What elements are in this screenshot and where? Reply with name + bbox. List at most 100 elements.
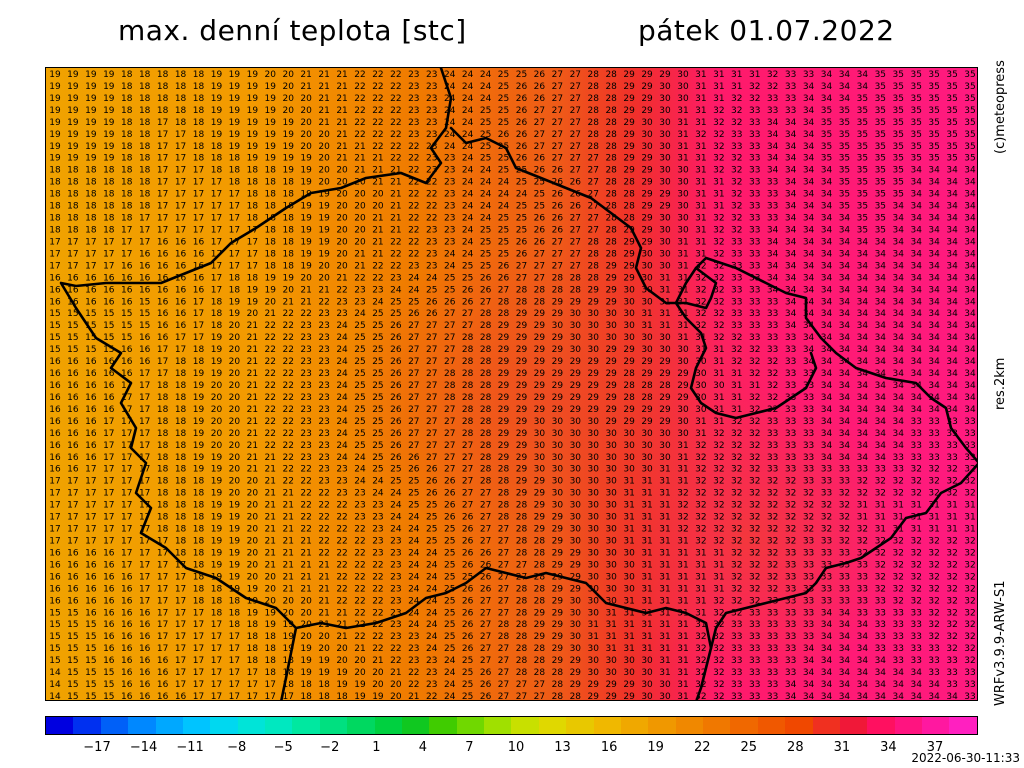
temperature-value: 33	[893, 644, 904, 654]
temperature-value: 26	[462, 297, 474, 307]
temperature-value: 33	[875, 620, 886, 630]
temperature-value: 28	[480, 453, 492, 463]
temperature-value: 18	[300, 680, 312, 690]
temperature-value: 20	[300, 632, 312, 642]
temperature-value: 22	[354, 273, 365, 283]
temperature-value: 34	[839, 453, 851, 463]
temperature-value: 19	[229, 106, 241, 116]
temperature-value: 32	[695, 632, 706, 642]
temperature-value: 27	[552, 249, 563, 259]
temperature-value: 34	[839, 285, 851, 295]
temperature-value: 29	[605, 692, 617, 701]
temperature-value: 28	[605, 225, 617, 235]
temperature-value: 26	[534, 154, 546, 164]
temperature-value: 21	[318, 106, 329, 116]
temperature-value: 30	[677, 405, 689, 415]
temperature-value: 23	[444, 178, 455, 188]
temperature-value: 19	[247, 82, 259, 92]
temperature-value: 33	[803, 441, 814, 451]
temperature-value: 15	[121, 333, 132, 343]
temperature-value: 34	[893, 357, 905, 367]
temperature-value: 29	[552, 584, 564, 594]
temperature-value: 34	[839, 692, 851, 701]
temperature-value: 29	[623, 118, 635, 128]
temperature-value: 19	[85, 154, 97, 164]
temperature-value: 22	[408, 154, 419, 164]
temperature-value: 35	[893, 94, 904, 104]
temperature-value: 17	[157, 572, 168, 582]
temperature-value: 29	[498, 405, 510, 415]
temperature-value: 34	[785, 166, 797, 176]
temperature-value: 18	[193, 513, 205, 523]
temperature-value: 33	[785, 548, 796, 558]
temperature-value: 16	[103, 572, 115, 582]
temperature-value: 18	[193, 537, 205, 547]
temperature-value: 17	[229, 214, 240, 224]
temperature-value: 19	[193, 441, 205, 451]
temperature-value: 17	[139, 225, 150, 235]
temperature-value: 29	[552, 333, 564, 343]
temperature-value: 34	[893, 429, 905, 439]
copyright-label: (c)meteopress	[993, 60, 1008, 154]
temperature-value: 23	[354, 297, 365, 307]
temperature-value: 34	[928, 345, 940, 355]
temperature-value: 28	[605, 202, 617, 212]
temperature-value: 34	[893, 668, 905, 678]
temperature-value: 18	[247, 178, 259, 188]
temperature-value: 19	[103, 94, 115, 104]
temperature-value: 29	[516, 477, 528, 487]
temperature-value: 17	[139, 584, 150, 594]
temperature-value: 32	[731, 190, 742, 200]
temperature-value: 24	[444, 680, 456, 690]
temperature-value: 18	[139, 142, 151, 152]
temperature-value: 28	[480, 405, 492, 415]
temperature-value: 26	[408, 465, 420, 475]
temperature-value: 32	[964, 572, 975, 582]
temperature-value: 22	[408, 237, 419, 247]
temperature-value: 32	[910, 489, 921, 499]
temperature-value: 26	[534, 70, 546, 80]
temperature-value: 24	[462, 166, 474, 176]
temperature-value: 27	[570, 214, 581, 224]
temperature-value: 29	[605, 381, 617, 391]
temperature-value: 24	[372, 297, 384, 307]
temperature-value: 35	[875, 166, 886, 176]
temperature-value: 32	[946, 572, 957, 582]
temperature-value: 25	[498, 214, 509, 224]
temperature-value: 31	[641, 596, 652, 606]
temperature-value: 34	[875, 333, 887, 343]
temperature-value: 25	[354, 321, 365, 331]
temperature-value: 32	[695, 477, 706, 487]
temperature-value: 29	[534, 620, 546, 630]
temperature-value: 33	[749, 668, 760, 678]
temperature-value: 31	[713, 369, 724, 379]
temperature-value: 34	[910, 692, 922, 701]
temperature-value: 23	[318, 357, 329, 367]
temperature-value: 26	[390, 417, 402, 427]
temperature-value: 16	[139, 656, 151, 666]
temperature-value: 17	[229, 225, 240, 235]
border-line-inner	[674, 266, 818, 420]
temperature-value: 32	[731, 178, 742, 188]
temperature-value: 34	[767, 249, 779, 259]
temperature-value: 24	[462, 130, 474, 140]
temperature-value: 25	[534, 190, 545, 200]
temperature-value: 34	[803, 94, 815, 104]
temperature-value: 34	[964, 333, 976, 343]
temperature-value: 19	[265, 118, 277, 128]
temperature-value: 20	[247, 525, 259, 535]
temperature-value: 35	[875, 178, 886, 188]
temperature-value: 33	[821, 548, 832, 558]
temperature-value: 16	[67, 572, 79, 582]
temperature-value: 24	[390, 285, 402, 295]
temperature-value: 32	[857, 537, 868, 547]
temperature-value: 16	[85, 453, 97, 463]
temperature-value: 26	[444, 489, 456, 499]
temperature-value: 33	[893, 632, 904, 642]
temperature-value: 18	[265, 249, 277, 259]
temperature-value: 28	[462, 333, 474, 343]
temperature-value: 23	[336, 465, 347, 475]
temperature-value: 29	[623, 273, 635, 283]
temperature-value: 32	[803, 513, 814, 523]
temperature-value: 34	[893, 345, 905, 355]
